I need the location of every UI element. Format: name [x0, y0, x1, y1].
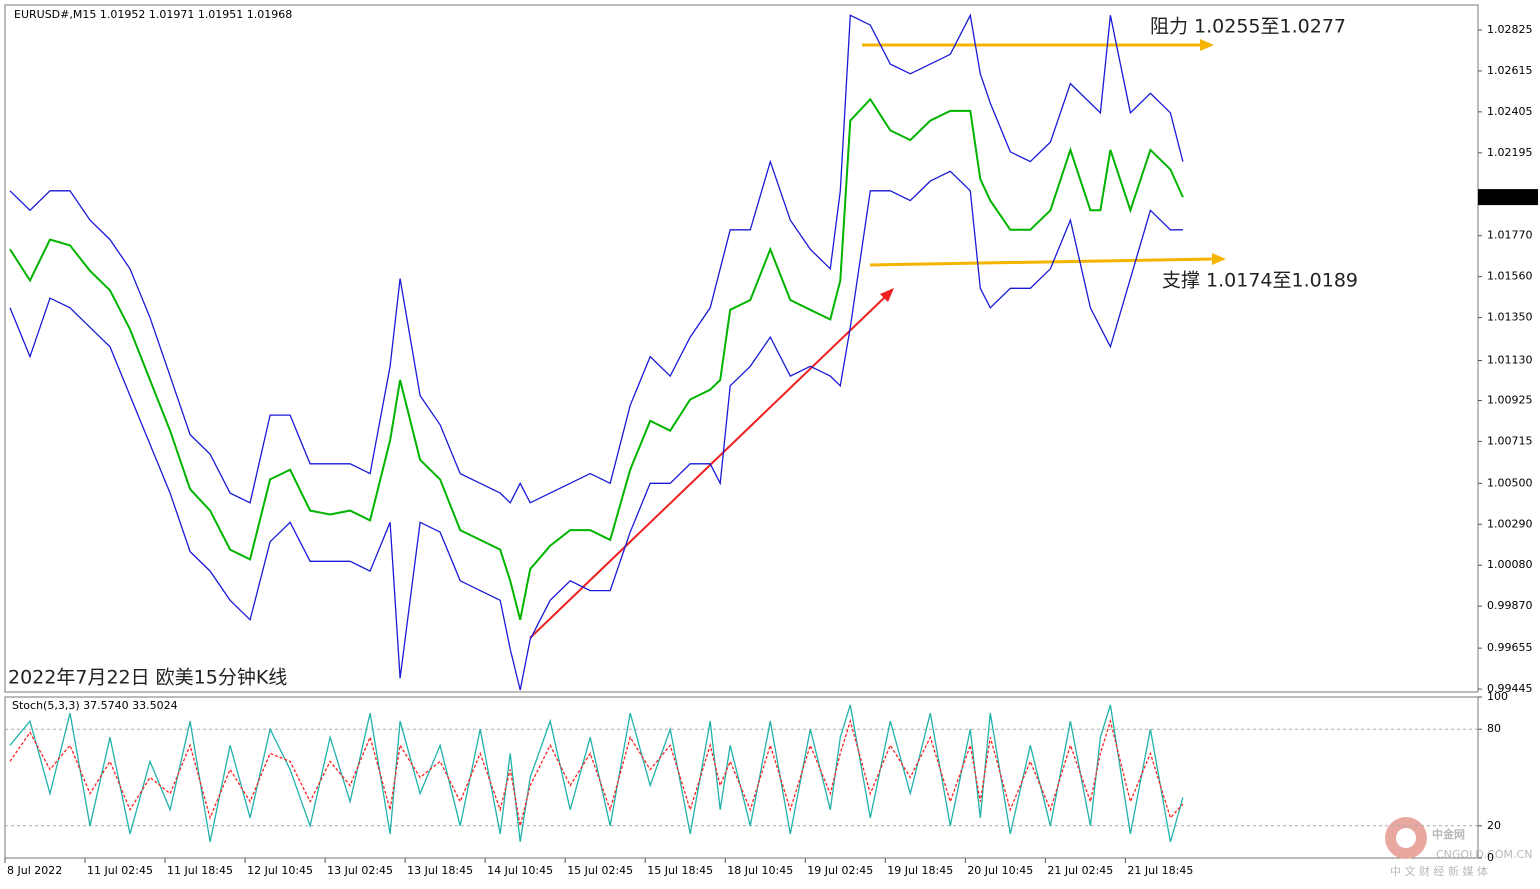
support-note: 支撑 1.0174至1.0189: [1162, 270, 1358, 292]
y-tick-label: 1.01560: [1487, 270, 1533, 283]
x-tick-label: 15 Jul 02:45: [567, 864, 633, 877]
watermark: 中金网 CNGOLD.COM.CN 中 文 财 经 新 媒 体: [1385, 817, 1532, 878]
x-tick-label: 15 Jul 18:45: [647, 864, 713, 877]
series-line: [9, 97, 1184, 621]
y-tick-label: 1.01350: [1487, 311, 1533, 324]
red-trend-arrow: [529, 288, 894, 639]
x-tick-label: 11 Jul 18:45: [167, 864, 233, 877]
y-tick-label: 0.99870: [1487, 599, 1533, 612]
y-tick-label: 100: [1487, 690, 1508, 703]
support-arrow: [869, 253, 1226, 267]
x-tick-label: 8 Jul 2022: [7, 864, 62, 877]
arrow-shaft: [529, 296, 886, 639]
y-tick-label: 1.01130: [1487, 353, 1533, 366]
y-tick-label: 0.99655: [1487, 641, 1533, 654]
x-tick-label: 20 Jul 10:45: [967, 864, 1033, 877]
watermark-name: 中金网: [1432, 827, 1465, 841]
resistance-arrow: [862, 39, 1214, 51]
series-line: [9, 170, 1183, 691]
y-tick-label: 20: [1487, 819, 1501, 832]
y-tick-label: 0.99445: [1487, 682, 1533, 695]
chart-caption: 2022年7月22日 欧美15分钟K线: [8, 667, 287, 689]
logo-inner: [1396, 828, 1416, 848]
resistance-note: 阻力 1.0255至1.0277: [1150, 16, 1346, 38]
x-tick-label: 18 Jul 10:45: [727, 864, 793, 877]
x-tick-label: 21 Jul 18:45: [1127, 864, 1193, 877]
y-tick-label: 1.00500: [1487, 476, 1533, 489]
y-tick-label: 1.00080: [1487, 558, 1533, 571]
watermark-tagline: 中 文 财 经 新 媒 体: [1390, 864, 1488, 878]
y-tick-label: 1.02405: [1487, 105, 1533, 118]
x-tick-label: 13 Jul 18:45: [407, 864, 473, 877]
y-tick-label: 1.00925: [1487, 393, 1533, 406]
y-tick-label: 1.02825: [1487, 23, 1533, 36]
y-tick-label: 1.00715: [1487, 434, 1533, 447]
y-tick-label: 1.00290: [1487, 517, 1533, 530]
watermark-url: CNGOLD.COM.CN: [1436, 848, 1532, 861]
series-line: [9, 704, 1184, 843]
price-marker-label: 1.01968: [1487, 190, 1533, 203]
x-tick-label: 12 Jul 10:45: [247, 864, 313, 877]
symbol-header: EURUSD#,M15 1.01952 1.01971 1.01951 1.01…: [14, 8, 292, 21]
stoch-panel: [4, 696, 1479, 859]
arrow-head: [1212, 253, 1226, 265]
x-tick-label: 19 Jul 02:45: [807, 864, 873, 877]
arrow-head: [1200, 39, 1214, 51]
x-tick-label: 21 Jul 02:45: [1047, 864, 1113, 877]
series-line: [9, 13, 1184, 504]
y-tick-label: 1.02615: [1487, 64, 1533, 77]
x-tick-label: 19 Jul 18:45: [887, 864, 953, 877]
arrow-head: [880, 288, 894, 302]
x-tick-label: 11 Jul 02:45: [87, 864, 153, 877]
price-panel: [4, 4, 1479, 693]
arrow-shaft: [869, 257, 1215, 267]
y-tick-label: 1.02195: [1487, 146, 1533, 159]
x-tick-label: 13 Jul 02:45: [327, 864, 393, 877]
y-tick-label: 0: [1487, 851, 1494, 864]
price-marker: [1478, 189, 1538, 206]
y-tick-label: 80: [1487, 722, 1501, 735]
series-line: [9, 718, 1184, 826]
stoch-header: Stoch(5,3,3) 37.5740 33.5024: [12, 699, 178, 712]
x-tick-label: 14 Jul 10:45: [487, 864, 553, 877]
y-tick-label: 1.01770: [1487, 229, 1533, 242]
